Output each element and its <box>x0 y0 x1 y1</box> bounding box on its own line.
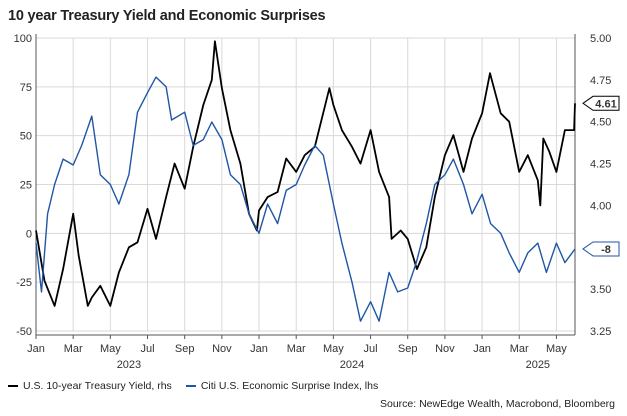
legend-swatch-surprise <box>185 385 196 387</box>
y-right-tick-label: 4.25 <box>590 159 611 171</box>
y-right-tick-label: 4.50 <box>590 117 611 129</box>
legend-item-treasury: U.S. 10-year Treasury Yield, rhs <box>8 380 172 392</box>
y-right-tick-label: 5.00 <box>590 33 611 45</box>
x-tick-label: Jul <box>364 343 378 355</box>
x-tick-label: Mar <box>64 343 83 355</box>
legend-label-surprise: Citi U.S. Economic Surprise Index, lhs <box>200 380 379 392</box>
x-tick-label: Jan <box>27 343 45 355</box>
y-left-tick-label: 0 <box>26 228 32 240</box>
x-tick-label: Nov <box>212 343 232 355</box>
x-tick-label: May <box>323 343 344 355</box>
source-note: Source: NewEdge Wealth, Macrobond, Bloom… <box>379 398 615 410</box>
treasury-end-value: 4.61 <box>595 98 616 110</box>
y-right-tick-label: 4.75 <box>590 75 611 87</box>
y-left-tick-label: 100 <box>14 33 32 45</box>
y-right-tick-label: 4.00 <box>590 200 611 212</box>
legend-swatch-treasury <box>8 385 18 387</box>
legend: U.S. 10-year Treasury Yield, rhs Citi U.… <box>8 380 378 392</box>
x-tick-label: May <box>546 343 567 355</box>
legend-label-treasury: U.S. 10-year Treasury Yield, rhs <box>23 380 172 392</box>
legend-item-surprise: Citi U.S. Economic Surprise Index, lhs <box>185 380 379 392</box>
x-year-label: 2023 <box>117 359 141 371</box>
chart-title: 10 year Treasury Yield and Economic Surp… <box>8 8 326 24</box>
y-left-tick-label: 25 <box>20 180 32 192</box>
treasury-yield-line <box>35 40 576 307</box>
x-tick-label: Nov <box>435 343 455 355</box>
x-tick-label: Sep <box>175 343 195 355</box>
x-tick-label: Sep <box>398 343 418 355</box>
x-year-label: 2025 <box>526 359 550 371</box>
y-left-tick-label: 50 <box>20 131 32 143</box>
x-tick-label: Jan <box>250 343 268 355</box>
x-year-label: 2024 <box>340 359 364 371</box>
x-tick-label: Jul <box>140 343 154 355</box>
y-right-tick-label: 3.50 <box>590 284 611 296</box>
surprise-end-callout <box>582 241 620 257</box>
x-tick-label: Jan <box>473 343 491 355</box>
surprise-end-value: -8 <box>601 244 611 256</box>
x-tick-label: May <box>100 343 121 355</box>
surprise-index-line <box>35 76 576 322</box>
y-left-tick-label: 75 <box>20 82 32 94</box>
y-left-tick-label: -25 <box>16 277 32 289</box>
x-tick-label: Mar <box>287 343 306 355</box>
treasury-end-callout <box>582 95 620 111</box>
y-left-tick-label: -50 <box>16 326 32 338</box>
x-tick-label: Mar <box>510 343 529 355</box>
y-right-tick-label: 3.25 <box>590 326 611 338</box>
